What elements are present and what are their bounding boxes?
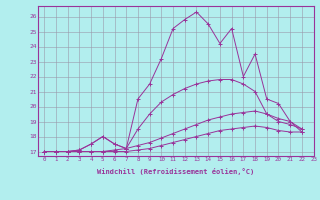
X-axis label: Windchill (Refroidissement éolien,°C): Windchill (Refroidissement éolien,°C) [97, 168, 255, 175]
